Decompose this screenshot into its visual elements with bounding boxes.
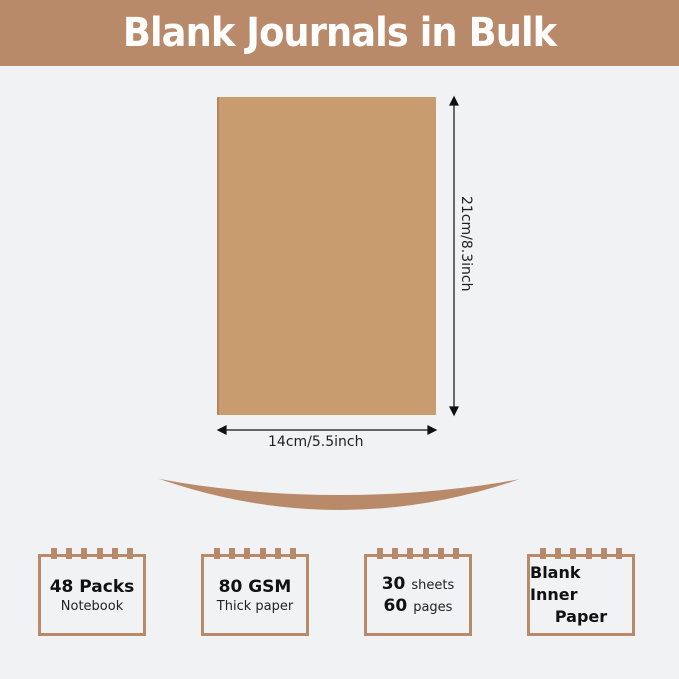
sheets-count: 30 <box>381 574 406 594</box>
feature-sub: Notebook <box>60 598 124 614</box>
spiral-rings-icon <box>51 548 133 559</box>
feature-card-gsm: 80 GSM Thick paper <box>201 548 309 636</box>
pages-unit: pages <box>413 600 453 615</box>
sheets-unit: sheets <box>411 578 455 593</box>
width-label: 14cm/5.5inch <box>268 434 364 450</box>
notebook-cover <box>218 97 436 415</box>
title-banner: Blank Journals in Bulk <box>0 0 679 66</box>
feature-main: Blank Inner <box>530 563 581 604</box>
width-arrow <box>216 425 438 435</box>
spiral-rings-icon <box>540 548 622 559</box>
height-arrow <box>449 95 459 417</box>
pages-count: 60 <box>383 596 408 616</box>
feature-card-sheets: 30 sheets 60 pages <box>364 548 472 636</box>
feature-card-blank: Blank Inner Paper <box>527 548 635 636</box>
height-label: 21cm/8.3inch <box>458 196 474 292</box>
feature-sub: Thick paper <box>216 598 294 614</box>
spiral-rings-icon <box>214 548 296 559</box>
feature-sub: Paper <box>554 607 608 626</box>
feature-card-packs: 48 Packs Notebook <box>38 548 146 636</box>
feature-main: 48 Packs <box>49 576 135 597</box>
feature-main: 80 GSM <box>218 576 292 597</box>
spiral-rings-icon <box>377 548 459 559</box>
page-title: Blank Journals in Bulk <box>122 10 557 56</box>
